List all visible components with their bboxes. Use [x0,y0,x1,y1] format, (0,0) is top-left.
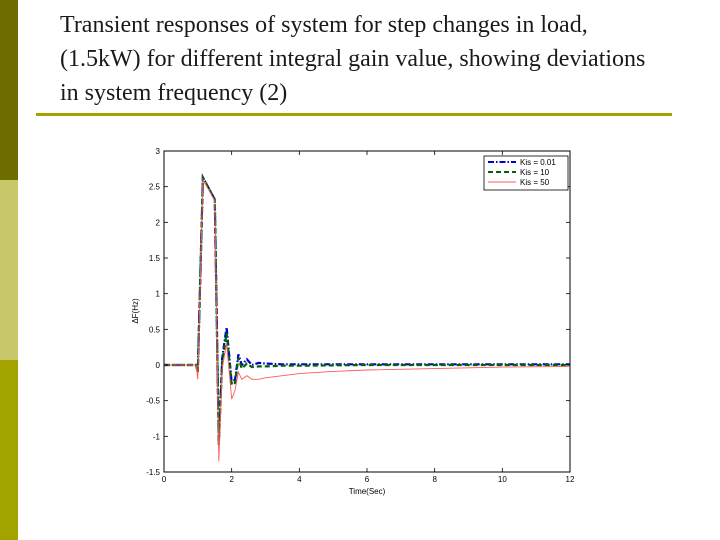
x-tick-label: 6 [365,475,370,484]
x-tick-label: 0 [162,475,167,484]
series-line-2 [164,173,570,445]
plot-area [163,150,571,473]
y-tick-label: 3 [156,147,161,156]
y-tick-label: -0.5 [146,397,160,406]
tick-layer: 0 2 4 6 8 10 12 -1.5 -1 -0.5 0 0.5 1 1.5 2 2.5 3 [146,147,575,484]
legend-label-2: Kis = 10 [520,168,550,177]
y-axis-label: ΔF(Hz) [131,298,140,324]
x-tick-label: 12 [566,475,575,484]
series-line-3 [164,177,571,462]
y-tick-label: 1.5 [149,254,161,263]
slide-title: Transient responses of system for step c… [60,12,646,106]
y-tick-label: -1 [153,432,161,441]
y-tick-label: 0.5 [149,325,161,334]
y-tick-label: 1 [156,290,161,299]
y-tick-label: 2 [156,218,161,227]
y-tick-label: 0 [156,361,161,370]
title-underline [36,113,672,116]
legend-label-3: Kis = 50 [520,178,550,187]
legend-label-1: Kis = 0.01 [520,158,556,167]
x-tick-label: 2 [229,475,234,484]
y-tick-label: -1.5 [146,468,160,477]
side-bar-bottom [0,360,18,540]
y-tick-label: 2.5 [149,183,161,192]
series-layer [164,173,571,462]
x-axis-label: Time(Sec) [349,487,386,496]
side-bar-top [0,0,18,180]
x-tick-label: 4 [297,475,302,484]
side-bar-middle [0,180,18,360]
x-tick-label: 10 [498,475,507,484]
x-tick-label: 8 [432,475,437,484]
